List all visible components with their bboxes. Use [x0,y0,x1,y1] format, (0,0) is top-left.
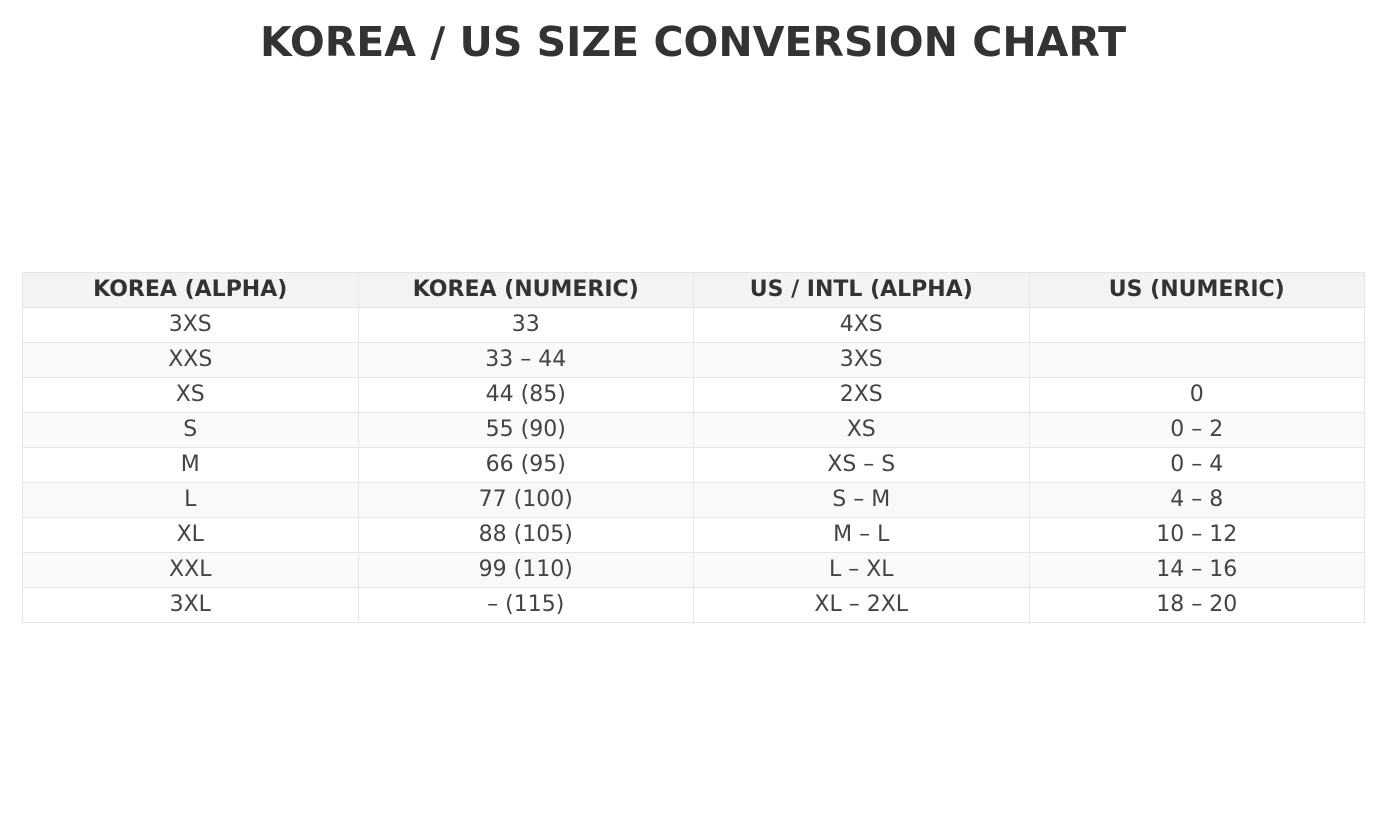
table-cell: S – M [693,482,1030,518]
table-cell: 66 (95) [357,447,694,483]
table-cell: 4 – 8 [1028,482,1365,518]
table-cell: 4XS [693,307,1030,343]
table-row: S 55 (90) XS 0 – 2 [22,412,1365,448]
table-cell: S [22,412,359,448]
table-row: XL 88 (105) M – L 10 – 12 [22,517,1365,553]
column-header: KOREA (NUMERIC) [357,272,694,308]
table-cell: 88 (105) [357,517,694,553]
table-row: 3XL – (115) XL – 2XL 18 – 20 [22,587,1365,623]
table-cell: L [22,482,359,518]
table-cell: XS [693,412,1030,448]
table-cell: 0 – 4 [1028,447,1365,483]
table-cell: 3XS [22,307,359,343]
table-cell: 3XS [693,342,1030,378]
table-cell: 55 (90) [357,412,694,448]
table-cell: XL [22,517,359,553]
table-cell: 10 – 12 [1028,517,1365,553]
table-cell: 3XL [22,587,359,623]
column-header: KOREA (ALPHA) [22,272,359,308]
table-cell: – (115) [357,587,694,623]
column-header: US / INTL (ALPHA) [693,272,1030,308]
table-cell: 18 – 20 [1028,587,1365,623]
table-cell: 33 [357,307,694,343]
table-cell [1028,342,1365,378]
chart-title: KOREA / US SIZE CONVERSION CHART [259,18,1127,66]
table-cell: XL – 2XL [693,587,1030,623]
size-conversion-table: KOREA (ALPHA) KOREA (NUMERIC) US / INTL (A… [22,272,1365,623]
table-row: XS 44 (85) 2XS 0 [22,377,1365,413]
table-row: XXS 33 – 44 3XS [22,342,1365,378]
table-cell [1028,307,1365,343]
table-row: 3XS 33 4XS [22,307,1365,343]
table-cell: XS [22,377,359,413]
table-cell: 0 – 2 [1028,412,1365,448]
table-cell: M – L [693,517,1030,553]
table-cell: 0 [1028,377,1365,413]
table-cell: XXS [22,342,359,378]
table-cell: L – XL [693,552,1030,588]
table-cell: 14 – 16 [1028,552,1365,588]
table-cell: 33 – 44 [357,342,694,378]
table-cell: M [22,447,359,483]
table-header-row: KOREA (ALPHA) KOREA (NUMERIC) US / INTL (A… [22,272,1365,308]
table-cell: XS – S [693,447,1030,483]
table-row: XXL 99 (110) L – XL 14 – 16 [22,552,1365,588]
table-cell: 77 (100) [357,482,694,518]
table-cell: XXL [22,552,359,588]
table-cell: 99 (110) [357,552,694,588]
column-header: US (NUMERIC) [1028,272,1365,308]
table-cell: 44 (85) [357,377,694,413]
table-cell: 2XS [693,377,1030,413]
